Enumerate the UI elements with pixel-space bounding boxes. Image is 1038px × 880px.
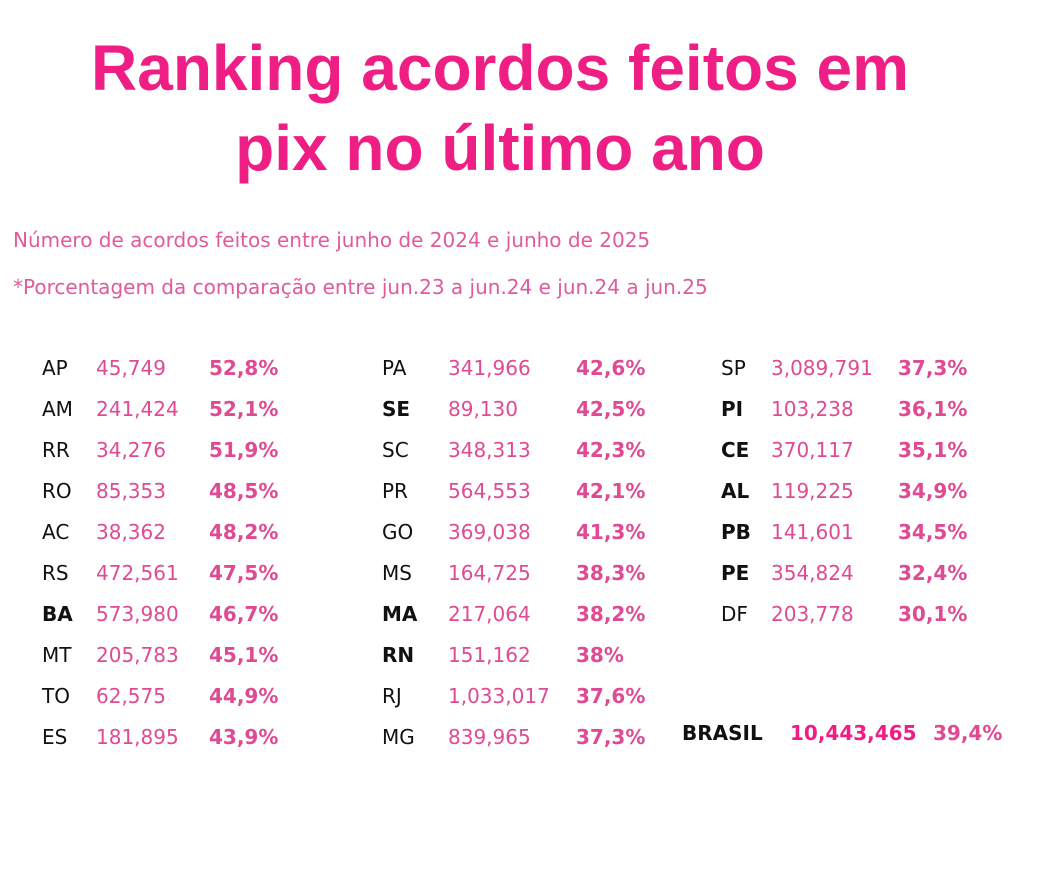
growth-percentage: 35,1%	[898, 438, 968, 462]
agreement-count: 103,238	[771, 397, 854, 421]
state-code: MT	[42, 643, 72, 667]
state-code: RS	[42, 561, 69, 585]
agreement-count: 34,276	[96, 438, 166, 462]
agreement-count: 119,225	[771, 479, 854, 503]
growth-percentage: 42,3%	[576, 438, 646, 462]
agreement-count: 3,089,791	[771, 356, 873, 380]
state-code: DF	[721, 602, 748, 626]
state-code: PI	[721, 397, 744, 421]
title-line-1: Ranking acordos feitos em	[91, 32, 909, 104]
growth-percentage: 48,2%	[209, 520, 279, 544]
growth-percentage: 36,1%	[898, 397, 968, 421]
agreement-count: 370,117	[771, 438, 854, 462]
subtitle-period: Número de acordos feitos entre junho de …	[13, 228, 651, 252]
agreement-count: 369,038	[448, 520, 531, 544]
growth-percentage: 30,1%	[898, 602, 968, 626]
state-code: GO	[382, 520, 414, 544]
state-code: MA	[382, 602, 418, 626]
agreement-count: 181,895	[96, 725, 179, 749]
state-code: PB	[721, 520, 751, 544]
agreement-count: 141,601	[771, 520, 854, 544]
state-code: MG	[382, 725, 415, 749]
growth-percentage: 37,3%	[898, 356, 968, 380]
growth-percentage: 52,1%	[209, 397, 279, 421]
agreement-count: 89,130	[448, 397, 518, 421]
agreement-count: 472,561	[96, 561, 179, 585]
agreement-count: 564,553	[448, 479, 531, 503]
growth-percentage: 42,5%	[576, 397, 646, 421]
growth-percentage: 37,3%	[576, 725, 646, 749]
state-code: AL	[721, 479, 750, 503]
agreement-count: 203,778	[771, 602, 854, 626]
growth-percentage: 46,7%	[209, 602, 279, 626]
state-code: ES	[42, 725, 68, 749]
state-code: AC	[42, 520, 70, 544]
growth-percentage: 51,9%	[209, 438, 279, 462]
agreement-count: 217,064	[448, 602, 531, 626]
agreement-count: 1,033,017	[448, 684, 550, 708]
agreement-count: 573,980	[96, 602, 179, 626]
growth-percentage: 44,9%	[209, 684, 279, 708]
state-code: RJ	[382, 684, 402, 708]
state-code: SE	[382, 397, 411, 421]
state-code: PE	[721, 561, 750, 585]
agreement-count: 164,725	[448, 561, 531, 585]
agreement-count: 205,783	[96, 643, 179, 667]
page-title: Ranking acordos feitos em pix no último …	[0, 28, 1000, 188]
state-code: AP	[42, 356, 68, 380]
total-label: BRASIL	[682, 721, 763, 745]
growth-percentage: 38,2%	[576, 602, 646, 626]
growth-percentage: 52,8%	[209, 356, 279, 380]
state-code: SC	[382, 438, 409, 462]
growth-percentage: 34,5%	[898, 520, 968, 544]
agreement-count: 348,313	[448, 438, 531, 462]
growth-percentage: 38,3%	[576, 561, 646, 585]
agreement-count: 341,966	[448, 356, 531, 380]
agreement-count: 85,353	[96, 479, 166, 503]
total-value: 10,443,465	[790, 721, 917, 745]
agreement-count: 839,965	[448, 725, 531, 749]
agreement-count: 241,424	[96, 397, 179, 421]
state-code: MS	[382, 561, 412, 585]
growth-percentage: 41,3%	[576, 520, 646, 544]
total-percentage: 39,4%	[933, 721, 1003, 745]
state-code: BA	[42, 602, 73, 626]
state-code: RN	[382, 643, 415, 667]
state-code: RR	[42, 438, 70, 462]
growth-percentage: 34,9%	[898, 479, 968, 503]
state-code: PA	[382, 356, 407, 380]
agreement-count: 45,749	[96, 356, 166, 380]
agreement-count: 38,362	[96, 520, 166, 544]
growth-percentage: 38%	[576, 643, 624, 667]
growth-percentage: 32,4%	[898, 561, 968, 585]
state-code: RO	[42, 479, 72, 503]
growth-percentage: 42,1%	[576, 479, 646, 503]
agreement-count: 354,824	[771, 561, 854, 585]
state-code: TO	[42, 684, 70, 708]
growth-percentage: 47,5%	[209, 561, 279, 585]
state-code: PR	[382, 479, 408, 503]
subtitle-note: *Porcentagem da comparação entre jun.23 …	[13, 275, 708, 299]
title-line-2: pix no último ano	[235, 112, 765, 184]
growth-percentage: 37,6%	[576, 684, 646, 708]
agreement-count: 62,575	[96, 684, 166, 708]
state-code: AM	[42, 397, 73, 421]
agreement-count: 151,162	[448, 643, 531, 667]
growth-percentage: 42,6%	[576, 356, 646, 380]
state-code: CE	[721, 438, 750, 462]
growth-percentage: 45,1%	[209, 643, 279, 667]
growth-percentage: 48,5%	[209, 479, 279, 503]
state-code: SP	[721, 356, 746, 380]
growth-percentage: 43,9%	[209, 725, 279, 749]
